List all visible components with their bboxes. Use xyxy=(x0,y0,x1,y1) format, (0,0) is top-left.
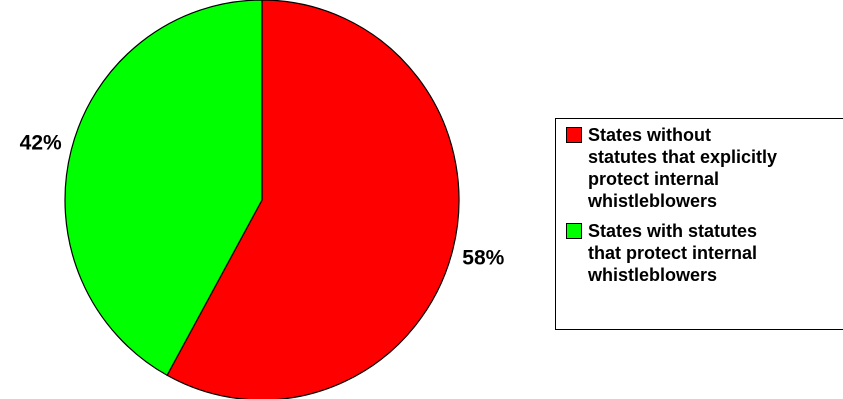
slice-data-label-without-statutes: 58% xyxy=(462,247,504,270)
pie-slice-without-statutes xyxy=(166,0,460,399)
pie-slice-with-statutes xyxy=(64,0,263,377)
legend-label: States without statutes that explicitly … xyxy=(588,125,778,211)
legend-label: States with statutes that protect intern… xyxy=(588,221,758,285)
legend-swatch-green xyxy=(566,223,582,239)
chart-legend: States without statutes that explicitly … xyxy=(555,118,843,330)
legend-item-without-statutes: States without statutes that explicitly … xyxy=(566,124,777,212)
slice-data-label-with-statutes: 42% xyxy=(20,131,62,154)
legend-swatch-red xyxy=(566,127,582,143)
pie-slices xyxy=(64,0,460,399)
legend-item-with-statutes: States with statutes that protect intern… xyxy=(566,220,757,286)
